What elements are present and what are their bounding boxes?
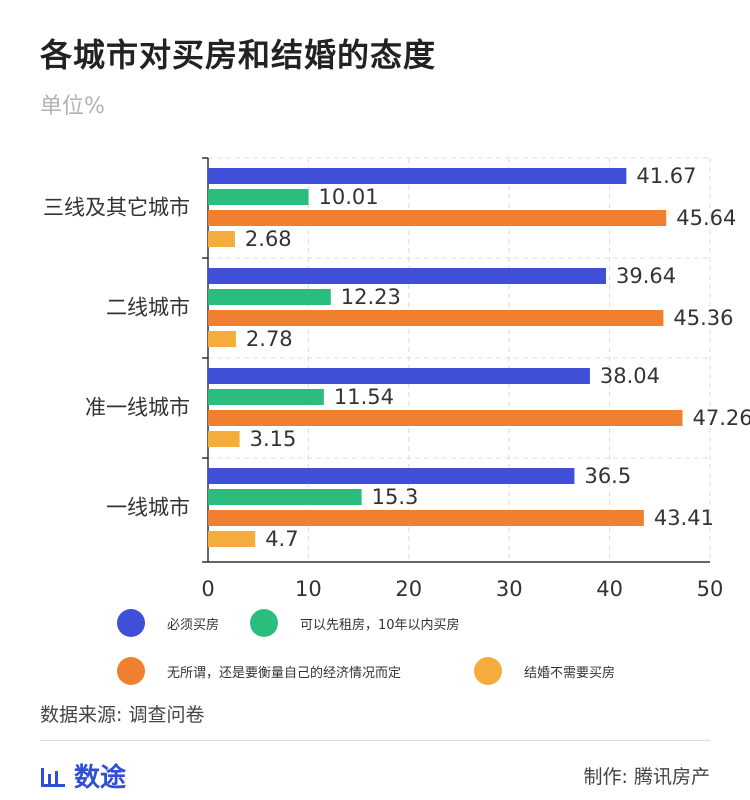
- bar: [208, 389, 324, 405]
- data-label: 2.78: [246, 327, 293, 351]
- legend-label-must-buy: 必须买房: [167, 617, 220, 633]
- data-label: 38.04: [600, 364, 660, 388]
- data-label: 36.5: [584, 464, 631, 488]
- legend-swatch-rent-first: [250, 609, 278, 637]
- x-tick-label: 20: [395, 577, 422, 601]
- legend-item-no-need: 结婚不需要买房: [474, 657, 615, 685]
- x-tick-label: 10: [295, 577, 322, 601]
- data-label: 10.01: [319, 185, 379, 209]
- bar: [208, 489, 362, 505]
- x-tick-label: 0: [201, 577, 214, 601]
- bar: [208, 168, 627, 184]
- bar: [208, 310, 664, 326]
- chart-title: 各城市对买房和结婚的态度: [40, 36, 437, 74]
- bar: [208, 410, 683, 426]
- data-label: 11.54: [334, 385, 394, 409]
- footer-divider: [40, 740, 710, 741]
- bar: [208, 189, 309, 205]
- data-label: 15.3: [372, 485, 419, 509]
- data-label: 43.41: [654, 506, 714, 530]
- category-label: 二线城市: [106, 296, 190, 320]
- data-label: 12.23: [341, 285, 401, 309]
- bar: [208, 510, 644, 526]
- legend-label-rent-first: 可以先租房，10年以内买房: [300, 617, 460, 633]
- bar: [208, 231, 235, 247]
- logo-text: 数途: [74, 763, 127, 793]
- data-label: 45.64: [676, 206, 736, 230]
- data-label: 41.67: [636, 164, 696, 188]
- bar: [208, 268, 606, 284]
- bar: [208, 368, 590, 384]
- x-tick-label: 30: [496, 577, 523, 601]
- bar-chart-logo-icon: [41, 767, 65, 787]
- data-source: 数据来源: 调查问卷: [40, 704, 205, 726]
- bar: [208, 210, 667, 226]
- legend-item-must-buy: 必须买房: [117, 609, 219, 637]
- data-label: 47.26: [692, 406, 750, 430]
- category-label: 准一线城市: [85, 396, 190, 420]
- brand-logo: 数途: [40, 757, 126, 794]
- legend-swatch-must-buy: [117, 609, 145, 637]
- chart-subtitle: 单位%: [40, 94, 105, 119]
- legend-label-depends: 无所谓，还是要衡量自己的经济情况而定: [167, 665, 402, 681]
- data-label: 45.36: [673, 306, 733, 330]
- bar: [208, 531, 256, 547]
- category-label: 三线及其它城市: [43, 196, 190, 220]
- data-label: 2.68: [245, 227, 292, 251]
- legend-swatch-no-need: [474, 657, 502, 685]
- category-label: 一线城市: [106, 496, 190, 520]
- legend-swatch-depends: [117, 657, 145, 685]
- x-tick-label: 50: [697, 577, 724, 601]
- data-label: 3.15: [250, 427, 297, 451]
- legend-item-rent-first: 可以先租房，10年以内买房: [250, 609, 460, 637]
- maker-credit: 制作: 腾讯房产: [583, 766, 710, 788]
- data-label: 4.7: [265, 527, 298, 551]
- bar: [208, 289, 331, 305]
- legend-label-no-need: 结婚不需要买房: [524, 665, 616, 681]
- data-label: 39.64: [616, 264, 676, 288]
- bar: [208, 468, 575, 484]
- x-tick-label: 40: [596, 577, 623, 601]
- bar: [208, 331, 236, 347]
- bar: [208, 431, 240, 447]
- legend-item-depends: 无所谓，还是要衡量自己的经济情况而定: [117, 657, 401, 685]
